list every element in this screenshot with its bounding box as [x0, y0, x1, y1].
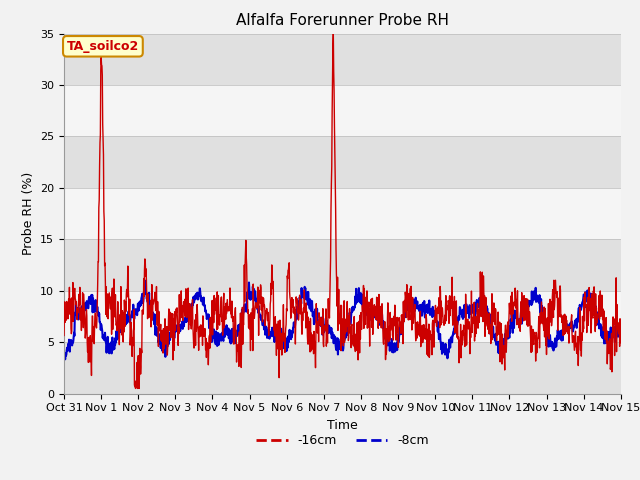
Bar — [64, 136, 621, 188]
Text: TA_soilco2: TA_soilco2 — [67, 40, 139, 53]
Bar — [64, 34, 621, 85]
X-axis label: Time: Time — [327, 419, 358, 432]
Legend: -16cm, -8cm: -16cm, -8cm — [252, 429, 433, 452]
Bar — [64, 188, 621, 240]
Bar — [64, 342, 621, 394]
Bar — [64, 85, 621, 136]
Y-axis label: Probe RH (%): Probe RH (%) — [22, 172, 35, 255]
Bar — [64, 291, 621, 342]
Title: Alfalfa Forerunner Probe RH: Alfalfa Forerunner Probe RH — [236, 13, 449, 28]
Bar — [64, 240, 621, 291]
